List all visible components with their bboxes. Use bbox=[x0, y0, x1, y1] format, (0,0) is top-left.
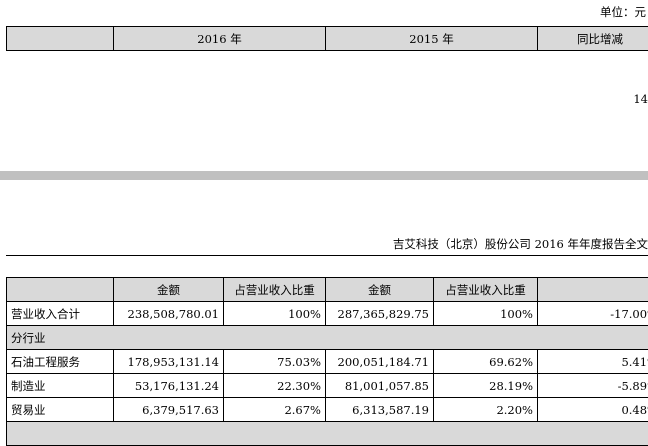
header-cell-2016: 2016 年 bbox=[114, 27, 326, 51]
cell-amount-2016: 53,176,131.24 bbox=[114, 374, 224, 398]
cell-amount-2016: 6,379,517.63 bbox=[114, 398, 224, 422]
running-header: 吉艾科技（北京）股份公司 2016 年年度报告全文 bbox=[393, 236, 648, 252]
table-row: 制造业 53,176,131.24 22.30% 81,001,057.85 2… bbox=[7, 374, 648, 398]
cell-share-2015: 28.19% bbox=[434, 374, 538, 398]
cell-share-2015: 2.20% bbox=[434, 398, 538, 422]
unit-label: 单位：元 bbox=[600, 4, 646, 20]
cell-yoy-change: 0.48% bbox=[538, 398, 648, 422]
cell-yoy-change: -5.89% bbox=[538, 374, 648, 398]
cell-amount-2015: 6,313,587.19 bbox=[326, 398, 434, 422]
table-row-partial bbox=[7, 422, 648, 446]
revenue-table: 金额 占营业收入比重 金额 占营业收入比重 营业收入合计 238,508,780… bbox=[6, 277, 648, 446]
cell-amount-2015: 287,365,829.75 bbox=[326, 302, 434, 326]
cell-amount-2016: 238,508,780.01 bbox=[114, 302, 224, 326]
header-cell-share-2016: 占营业收入比重 bbox=[224, 278, 326, 302]
table-row: 石油工程服务 178,953,131.14 75.03% 200,051,184… bbox=[7, 350, 648, 374]
header-cell-yoy-change: 同比增减 bbox=[538, 27, 648, 51]
section-label: 分行业 bbox=[7, 326, 648, 350]
cell-share-2016: 2.67% bbox=[224, 398, 326, 422]
header-cell-2015: 2015 年 bbox=[326, 27, 538, 51]
cell-yoy-change: -17.00% bbox=[538, 302, 648, 326]
cell-share-2015: 69.62% bbox=[434, 350, 538, 374]
header-rule bbox=[6, 255, 648, 256]
header-cell-blank bbox=[7, 27, 114, 51]
cell-amount-2016: 178,953,131.14 bbox=[114, 350, 224, 374]
header-cell-share-2015: 占营业收入比重 bbox=[434, 278, 538, 302]
table-row: 贸易业 6,379,517.63 2.67% 6,313,587.19 2.20… bbox=[7, 398, 648, 422]
section-row: 分行业 bbox=[7, 326, 648, 350]
cell-yoy-change: 5.41% bbox=[538, 350, 648, 374]
row-label: 制造业 bbox=[7, 374, 114, 398]
row-label: 营业收入合计 bbox=[7, 302, 114, 326]
row-label: 贸易业 bbox=[7, 398, 114, 422]
row-label: 石油工程服务 bbox=[7, 350, 114, 374]
cell-share-2016: 75.03% bbox=[224, 350, 326, 374]
cell-share-2016: 22.30% bbox=[224, 374, 326, 398]
cell-amount-2015: 81,001,057.85 bbox=[326, 374, 434, 398]
table-header-row: 金额 占营业收入比重 金额 占营业收入比重 bbox=[7, 278, 648, 302]
header-cell-amount-2015: 金额 bbox=[326, 278, 434, 302]
cell-amount-2015: 200,051,184.71 bbox=[326, 350, 434, 374]
header-cell-amount-2016: 金额 bbox=[114, 278, 224, 302]
year-header-table: 2016 年 2015 年 同比增减 bbox=[6, 26, 648, 51]
table-row: 营业收入合计 238,508,780.01 100% 287,365,829.7… bbox=[7, 302, 648, 326]
page-break-band bbox=[0, 171, 648, 180]
header-cell bbox=[7, 278, 114, 302]
header-cell bbox=[538, 278, 648, 302]
cell-share-2016: 100% bbox=[224, 302, 326, 326]
year-header-row: 2016 年 2015 年 同比增减 bbox=[7, 27, 648, 51]
page-number: 14 bbox=[633, 92, 648, 106]
cell-share-2015: 100% bbox=[434, 302, 538, 326]
